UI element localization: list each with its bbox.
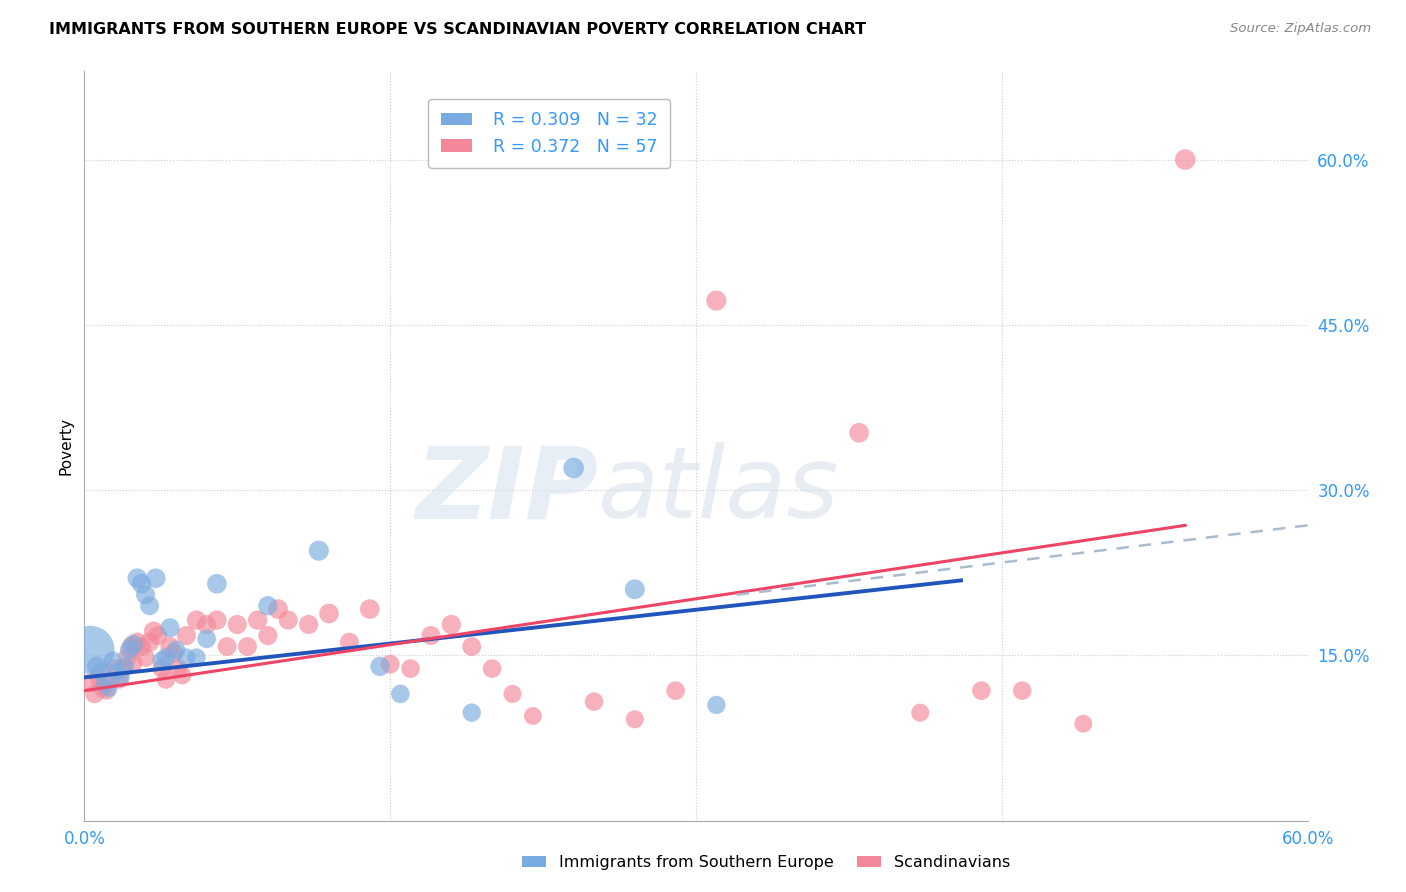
Text: IMMIGRANTS FROM SOUTHERN EUROPE VS SCANDINAVIAN POVERTY CORRELATION CHART: IMMIGRANTS FROM SOUTHERN EUROPE VS SCAND…	[49, 22, 866, 37]
Point	[112, 662, 135, 676]
Point	[562, 461, 585, 475]
Point	[146, 628, 169, 642]
Point	[236, 640, 259, 654]
Point	[461, 706, 484, 720]
Point	[155, 650, 177, 665]
Legend: Immigrants from Southern Europe, Scandinavians: Immigrants from Southern Europe, Scandin…	[516, 849, 1017, 877]
Point	[142, 624, 165, 639]
Point	[91, 681, 114, 696]
Point	[624, 712, 647, 726]
Point	[522, 709, 544, 723]
Point	[165, 643, 187, 657]
Point	[122, 637, 145, 651]
Point	[502, 687, 524, 701]
Point	[583, 695, 606, 709]
Point	[339, 635, 361, 649]
Point	[246, 613, 269, 627]
Point	[267, 602, 290, 616]
Point	[970, 683, 993, 698]
Point	[205, 613, 228, 627]
Point	[277, 613, 299, 627]
Point	[93, 676, 115, 690]
Point	[308, 543, 330, 558]
Point	[122, 656, 145, 670]
Point	[624, 582, 647, 597]
Point	[380, 657, 402, 672]
Text: Source: ZipAtlas.com: Source: ZipAtlas.com	[1230, 22, 1371, 36]
Point	[131, 576, 153, 591]
Point	[127, 635, 149, 649]
Text: ZIP: ZIP	[415, 442, 598, 540]
Point	[1174, 153, 1197, 167]
Point	[104, 662, 127, 676]
Point	[79, 676, 101, 690]
Point	[159, 640, 181, 654]
Point	[461, 640, 484, 654]
Point	[135, 650, 157, 665]
Point	[1073, 716, 1095, 731]
Point	[145, 571, 167, 585]
Point	[115, 650, 138, 665]
Point	[150, 654, 173, 668]
Point	[83, 687, 105, 701]
Point	[195, 632, 218, 646]
Point	[108, 673, 131, 687]
Point	[114, 659, 136, 673]
Point	[131, 640, 153, 654]
Point	[110, 670, 132, 684]
Point	[90, 665, 112, 679]
Point	[87, 670, 110, 684]
Point	[79, 643, 101, 657]
Point	[100, 673, 122, 687]
Point	[226, 617, 249, 632]
Point	[420, 628, 443, 642]
Point	[1011, 683, 1033, 698]
Point	[318, 607, 340, 621]
Point	[186, 613, 208, 627]
Point	[298, 617, 321, 632]
Text: atlas: atlas	[598, 442, 839, 540]
Legend:   R = 0.309   N = 32,   R = 0.372   N = 57: R = 0.309 N = 32, R = 0.372 N = 57	[429, 99, 671, 168]
Point	[163, 646, 186, 660]
Point	[97, 681, 120, 696]
Point	[101, 654, 124, 668]
Point	[848, 425, 870, 440]
Point	[138, 635, 160, 649]
Point	[481, 662, 503, 676]
Point	[257, 628, 280, 642]
Point	[440, 617, 463, 632]
Point	[155, 673, 177, 687]
Point	[706, 698, 728, 712]
Y-axis label: Poverty: Poverty	[58, 417, 73, 475]
Point	[135, 588, 157, 602]
Point	[120, 640, 142, 654]
Point	[910, 706, 932, 720]
Point	[127, 571, 149, 585]
Point	[150, 662, 173, 676]
Point	[138, 599, 160, 613]
Point	[195, 617, 218, 632]
Point	[174, 628, 197, 642]
Point	[665, 683, 688, 698]
Point	[186, 650, 208, 665]
Point	[359, 602, 381, 616]
Point	[118, 643, 141, 657]
Point	[96, 683, 118, 698]
Point	[368, 659, 391, 673]
Point	[217, 640, 239, 654]
Point	[399, 662, 422, 676]
Point	[86, 659, 108, 673]
Point	[174, 650, 197, 665]
Point	[167, 662, 190, 676]
Point	[159, 621, 181, 635]
Point	[257, 599, 280, 613]
Point	[172, 668, 194, 682]
Point	[105, 665, 128, 679]
Point	[205, 576, 228, 591]
Point	[389, 687, 412, 701]
Point	[706, 293, 728, 308]
